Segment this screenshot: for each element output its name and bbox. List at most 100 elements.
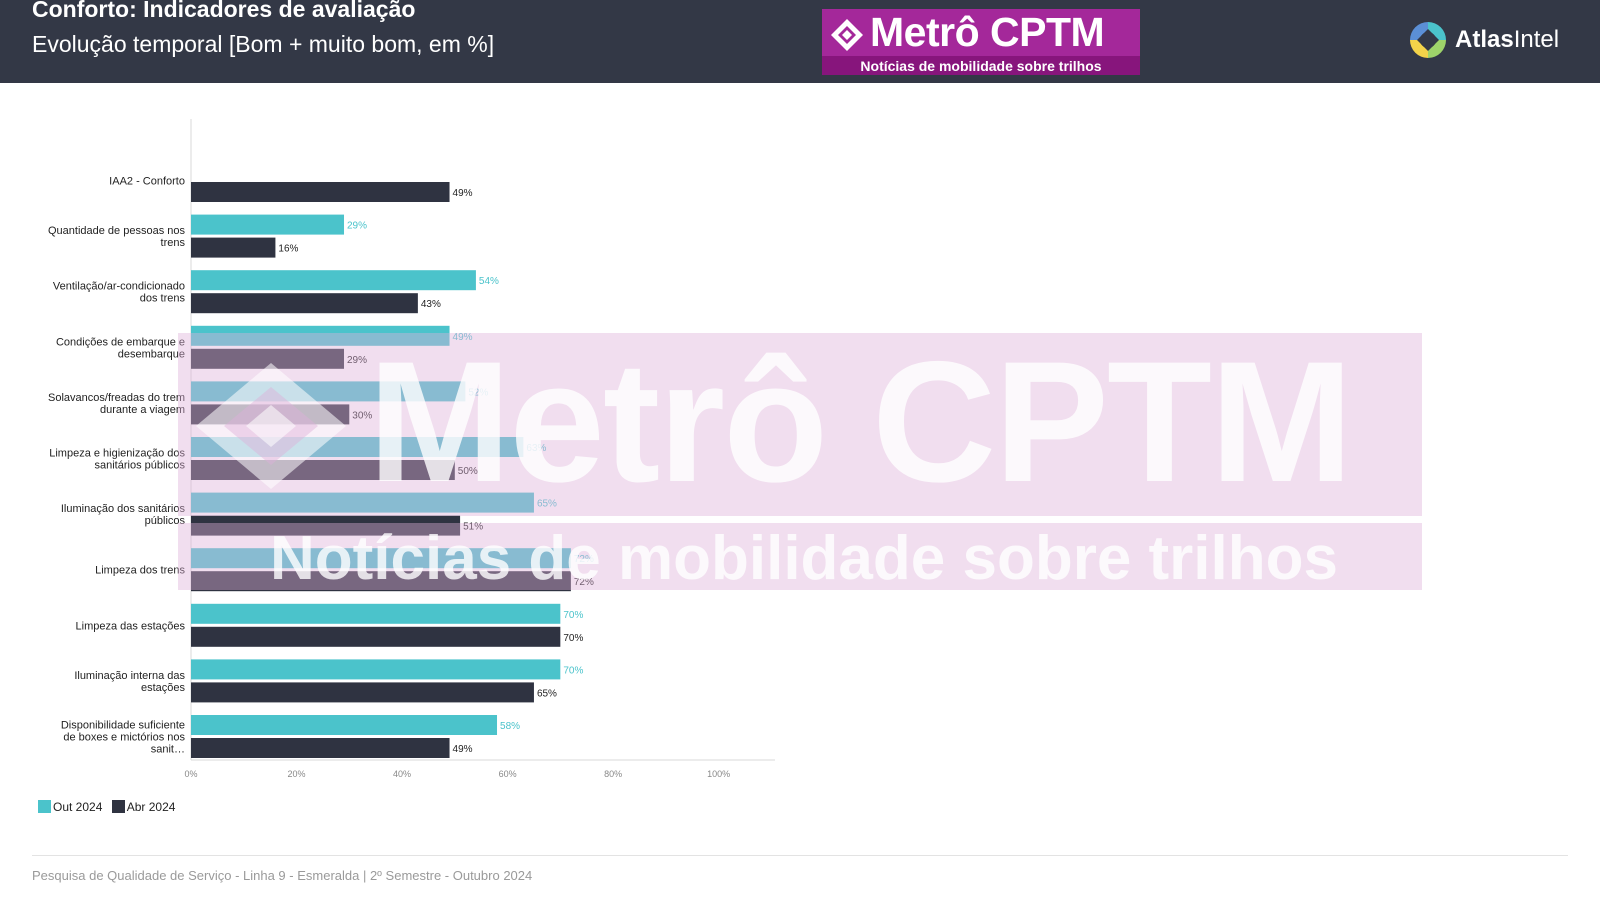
category-label-line: Condições de embarque e bbox=[56, 336, 185, 348]
data-label-abr-2024: 29% bbox=[347, 355, 367, 366]
x-tick-label: 40% bbox=[393, 769, 411, 779]
brand-tagline-strip bbox=[822, 56, 1140, 75]
bar-abr-2024 bbox=[191, 460, 455, 480]
x-tick-label: 80% bbox=[604, 769, 622, 779]
category-label-line: estações bbox=[141, 682, 186, 694]
category-label-line: trens bbox=[161, 237, 186, 249]
data-label-out-2024: 49% bbox=[453, 332, 473, 343]
comfort-bar-chart: 0% 20% 40% 60% 80% 100% IAA2 - Conforto 49% Quan… bbox=[48, 119, 775, 779]
category-label-line: públicos bbox=[145, 515, 186, 527]
category-label-line: IAA2 - Conforto bbox=[109, 176, 185, 188]
page-subtitle: Evolução temporal [Bom + muito bom, em %… bbox=[32, 31, 495, 57]
data-label-abr-2024: 16% bbox=[278, 244, 298, 255]
bar-abr-2024 bbox=[191, 738, 450, 758]
bar-out-2024 bbox=[191, 492, 534, 513]
category-label-line: desembarque bbox=[118, 348, 185, 360]
category-label-line: durante a viagem bbox=[100, 404, 185, 416]
category-label-line: dos trens bbox=[140, 293, 186, 305]
category-label-line: sanitários públicos bbox=[95, 460, 186, 472]
category-label: Ventilação/ar-condicionado dos trens bbox=[53, 281, 186, 305]
data-label-out-2024: 29% bbox=[347, 221, 367, 232]
x-tick-label: 20% bbox=[288, 769, 306, 779]
category-label-line: Quantidade de pessoas nos bbox=[48, 225, 185, 237]
header-bar: Conforto: Indicadores de avaliação Evolu… bbox=[0, 0, 1600, 83]
category-label-line: Ventilação/ar-condicionado bbox=[53, 281, 185, 293]
brand-name: Metrô CPTM bbox=[870, 9, 1105, 55]
bar-abr-2024 bbox=[191, 237, 276, 258]
bar-abr-2024 bbox=[191, 626, 561, 647]
data-label-abr-2024: 43% bbox=[421, 299, 441, 310]
bar-abr-2024 bbox=[191, 404, 350, 425]
data-label-abr-2024: 50% bbox=[458, 466, 478, 477]
page-title: Conforto: Indicadores de avaliação bbox=[32, 0, 416, 22]
category-label-line: Solavancos/freadas do trem bbox=[48, 392, 185, 404]
bar-abr-2024 bbox=[191, 348, 345, 369]
category-label-line: Limpeza dos trens bbox=[95, 565, 185, 577]
bar-out-2024 bbox=[191, 548, 571, 569]
bar-out-2024 bbox=[191, 437, 524, 457]
data-label-abr-2024: 30% bbox=[352, 410, 372, 421]
data-label-abr-2024: 65% bbox=[537, 688, 557, 699]
category-label: Solavancos/freadas do trem durante a viag… bbox=[48, 392, 185, 416]
legend-label-abr-2024: Abr 2024 bbox=[126, 800, 176, 814]
data-label-out-2024: 70% bbox=[563, 610, 583, 621]
bar-out-2024 bbox=[191, 381, 466, 402]
atlas-name-bold: Atlas bbox=[1455, 26, 1514, 53]
category-label: IAA2 - Conforto bbox=[109, 176, 185, 188]
data-label-out-2024: 70% bbox=[563, 665, 583, 676]
legend-swatch-abr-2024 bbox=[111, 800, 125, 813]
category-label: Limpeza das estações bbox=[76, 620, 186, 632]
category-label-line: Iluminação interna das bbox=[74, 670, 185, 682]
category-label: Limpeza e higienização dos sanitários púb… bbox=[49, 448, 185, 472]
bar-out-2024 bbox=[191, 214, 345, 235]
bar-out-2024 bbox=[191, 659, 561, 680]
legend-item-out-2024: Out 2024 bbox=[38, 800, 102, 814]
footer-divider bbox=[32, 855, 1568, 856]
legend-swatch-out-2024 bbox=[38, 800, 51, 813]
data-label-out-2024: 52% bbox=[468, 387, 488, 398]
category-label: Limpeza dos trens bbox=[95, 565, 185, 577]
category-label-line: Limpeza e higienização dos bbox=[49, 448, 185, 460]
bar-out-2024 bbox=[191, 603, 561, 624]
category-label: Iluminação dos sanitários públicos bbox=[61, 503, 186, 527]
footer-text: Pesquisa de Qualidade de Serviço - Linha… bbox=[32, 868, 533, 883]
data-label-abr-2024: 51% bbox=[463, 522, 483, 533]
category-label-line: sanit… bbox=[151, 744, 185, 756]
atlas-name-light: Intel bbox=[1513, 26, 1560, 53]
atlasintel-logo-icon bbox=[1410, 22, 1446, 58]
metro-cptm-logo: Metrô CPTM Notícias de mobilidade sobre … bbox=[822, 9, 1140, 75]
category-label: Disponibilidade suficiente de boxes e mic… bbox=[61, 720, 186, 756]
x-tick-label: 0% bbox=[184, 769, 197, 779]
category-label-line: de boxes e mictórios nos bbox=[63, 732, 185, 744]
data-label-out-2024: 54% bbox=[479, 276, 499, 287]
bar-out-2024 bbox=[191, 325, 450, 346]
data-label-abr-2024: 49% bbox=[453, 188, 473, 199]
category-label: Quantidade de pessoas nos trens bbox=[48, 225, 185, 249]
bar-abr-2024 bbox=[191, 182, 450, 202]
bar-out-2024 bbox=[191, 270, 476, 291]
category-label-line: Limpeza das estações bbox=[76, 620, 186, 632]
bar-out-2024 bbox=[191, 715, 498, 735]
bar-abr-2024 bbox=[191, 515, 461, 536]
x-tick-label: 100% bbox=[707, 769, 730, 779]
data-label-abr-2024: 49% bbox=[453, 744, 473, 755]
category-label: Iluminação interna das estações bbox=[74, 670, 185, 694]
category-label-line: Disponibilidade suficiente bbox=[61, 720, 185, 732]
bar-abr-2024 bbox=[191, 682, 534, 703]
data-label-out-2024: 72% bbox=[574, 554, 594, 565]
data-label-out-2024: 63% bbox=[526, 443, 546, 454]
data-label-abr-2024: 70% bbox=[563, 633, 583, 644]
legend-item-abr-2024: Abr 2024 bbox=[111, 800, 176, 814]
legend-label-out-2024: Out 2024 bbox=[53, 800, 103, 814]
metro-cptm-diamond-icon bbox=[831, 19, 863, 51]
category-label: Condições de embarque e desembarque bbox=[56, 336, 185, 360]
data-label-out-2024: 65% bbox=[537, 499, 557, 510]
data-label-out-2024: 58% bbox=[500, 721, 520, 732]
chart-legend: Out 2024 Abr 2024 bbox=[38, 800, 181, 814]
brand-tagline: Notícias de mobilidade sobre trilhos bbox=[860, 58, 1102, 74]
category-label-line: Iluminação dos sanitários bbox=[61, 503, 186, 515]
atlasintel-wordmark: AtlasIntel bbox=[1455, 26, 1559, 54]
bar-abr-2024 bbox=[191, 293, 418, 314]
data-label-abr-2024: 72% bbox=[574, 577, 594, 588]
bar-abr-2024 bbox=[191, 571, 571, 592]
